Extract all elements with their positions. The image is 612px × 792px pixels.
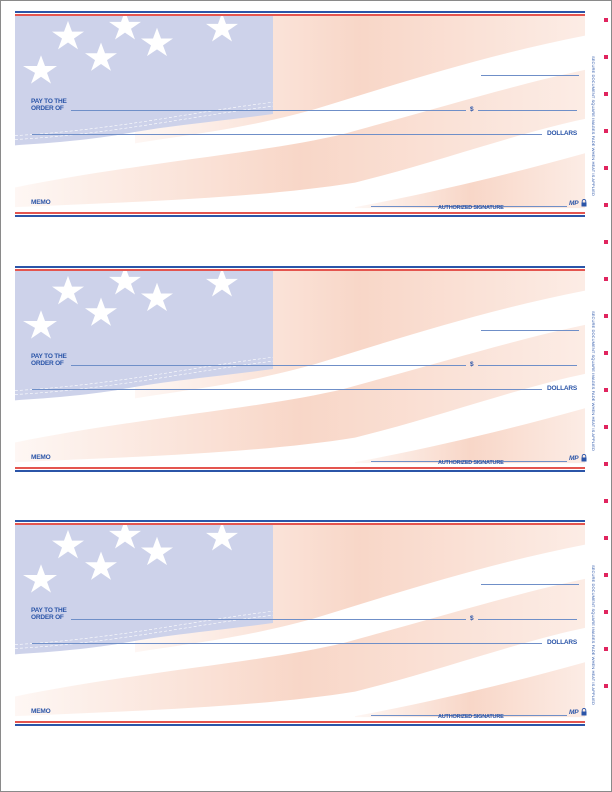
memo-label: MEMO <box>31 708 51 715</box>
security-marker <box>604 536 608 540</box>
amount-line[interactable] <box>478 110 577 111</box>
security-marker <box>604 647 608 651</box>
mp-label: MP <box>569 200 579 207</box>
security-marker <box>604 610 608 614</box>
signature-label: AUTHORIZED SIGNATURE <box>438 205 504 211</box>
signature-line[interactable] <box>371 206 567 207</box>
flag-background <box>15 525 585 718</box>
pay-to-line2: ORDER OF <box>31 360 64 367</box>
security-marker <box>604 166 608 170</box>
check-3: PAY TO THE ORDER OF $ DOLLARS MEMO AUTHO… <box>1 510 612 726</box>
flag-background <box>15 271 585 464</box>
date-line[interactable] <box>481 330 579 331</box>
check-1: PAY TO THE ORDER OF $ DOLLARS MEMO AUTHO… <box>1 1 612 217</box>
top-red-border <box>15 269 585 271</box>
pay-to-label: PAY TO THE ORDER OF <box>31 98 67 112</box>
payee-line[interactable] <box>71 619 466 620</box>
security-text: SECURE DOCUMENT SQUARE IMAGES FADE WHEN … <box>591 311 596 451</box>
flag-background <box>15 16 585 209</box>
security-marker <box>604 351 608 355</box>
dollars-label: DOLLARS <box>547 130 578 137</box>
bottom-blue-border <box>15 215 585 217</box>
mp-label: MP <box>569 455 579 462</box>
security-text: SECURE DOCUMENT SQUARE IMAGES FADE WHEN … <box>591 56 596 196</box>
dollars-label: DOLLARS <box>547 385 578 392</box>
security-marker <box>604 240 608 244</box>
dollar-sign: $ <box>470 615 474 622</box>
written-amount-line[interactable] <box>32 389 542 390</box>
pay-to-label: PAY TO THE ORDER OF <box>31 607 67 621</box>
security-marker <box>604 499 608 503</box>
pay-to-line1: PAY TO THE <box>31 607 67 614</box>
bottom-blue-border <box>15 470 585 472</box>
top-blue-border <box>15 266 585 268</box>
signature-label: AUTHORIZED SIGNATURE <box>438 714 504 720</box>
signature-line[interactable] <box>371 461 567 462</box>
top-red-border <box>15 523 585 525</box>
payee-line[interactable] <box>71 365 466 366</box>
dollar-sign: $ <box>470 361 474 368</box>
security-marker <box>604 18 608 22</box>
security-marker <box>604 314 608 318</box>
mp-label: MP <box>569 709 579 716</box>
padlock-icon <box>581 708 587 716</box>
padlock-icon <box>581 199 587 207</box>
security-marker <box>604 277 608 281</box>
pay-to-line2: ORDER OF <box>31 105 64 112</box>
top-red-border <box>15 14 585 16</box>
top-blue-border <box>15 520 585 522</box>
pay-to-label: PAY TO THE ORDER OF <box>31 353 67 367</box>
security-marker <box>604 573 608 577</box>
payee-line[interactable] <box>71 110 466 111</box>
security-marker <box>604 203 608 207</box>
pay-to-line2: ORDER OF <box>31 614 64 621</box>
amount-line[interactable] <box>478 619 577 620</box>
memo-label: MEMO <box>31 199 51 206</box>
security-marker <box>604 129 608 133</box>
security-marker <box>604 388 608 392</box>
security-marker <box>604 684 608 688</box>
check-2: PAY TO THE ORDER OF $ DOLLARS MEMO AUTHO… <box>1 256 612 472</box>
memo-label: MEMO <box>31 454 51 461</box>
security-marker <box>604 92 608 96</box>
padlock-icon <box>581 454 587 462</box>
pay-to-line1: PAY TO THE <box>31 98 67 105</box>
top-blue-border <box>15 11 585 13</box>
dollar-sign: $ <box>470 106 474 113</box>
signature-label: AUTHORIZED SIGNATURE <box>438 460 504 466</box>
written-amount-line[interactable] <box>32 134 542 135</box>
bottom-red-border <box>15 467 585 469</box>
security-text: SECURE DOCUMENT SQUARE IMAGES FADE WHEN … <box>591 565 596 705</box>
signature-line[interactable] <box>371 715 567 716</box>
bottom-red-border <box>15 212 585 214</box>
bottom-red-border <box>15 721 585 723</box>
bottom-blue-border <box>15 724 585 726</box>
amount-line[interactable] <box>478 365 577 366</box>
date-line[interactable] <box>481 584 579 585</box>
security-marker <box>604 425 608 429</box>
date-line[interactable] <box>481 75 579 76</box>
pay-to-line1: PAY TO THE <box>31 353 67 360</box>
security-marker <box>604 462 608 466</box>
written-amount-line[interactable] <box>32 643 542 644</box>
dollars-label: DOLLARS <box>547 639 578 646</box>
security-marker <box>604 55 608 59</box>
